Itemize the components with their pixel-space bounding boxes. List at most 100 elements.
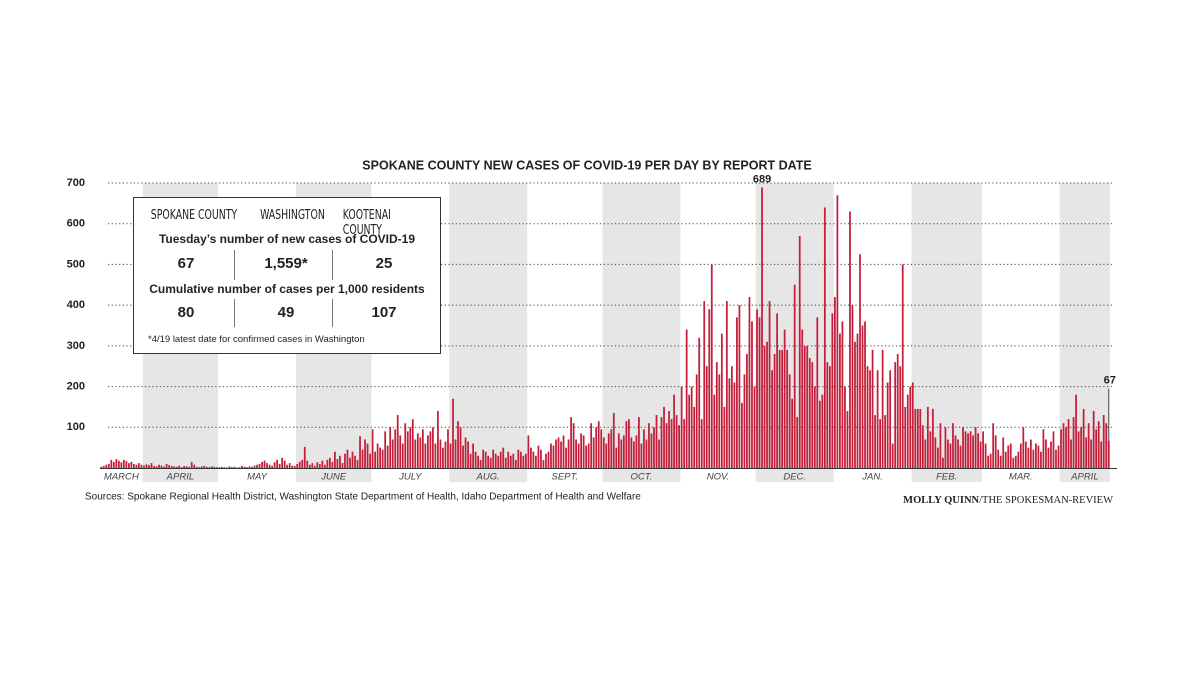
bar: [751, 321, 753, 468]
bar: [1070, 439, 1072, 468]
bar: [349, 457, 351, 468]
y-tick-label: 300: [67, 340, 85, 352]
bar: [110, 459, 113, 468]
bar: [1080, 427, 1082, 468]
bar: [994, 435, 997, 468]
bar: [1037, 445, 1040, 468]
bar: [276, 459, 279, 468]
bar: [808, 358, 811, 468]
bar: [703, 301, 706, 468]
bar: [472, 443, 474, 468]
bar: [866, 366, 869, 468]
bar: [939, 423, 942, 468]
bar: [1040, 451, 1042, 468]
bar: [231, 467, 233, 468]
bar: [550, 443, 552, 468]
bar: [223, 467, 226, 468]
cell: 1,559*: [264, 255, 308, 272]
bar: [519, 451, 522, 468]
bar: [844, 386, 846, 468]
bar: [301, 459, 304, 468]
bar: [1027, 447, 1030, 468]
bar: [366, 443, 369, 468]
bar: [919, 408, 922, 468]
bar: [705, 366, 708, 468]
cell: 80: [177, 304, 195, 321]
bar: [180, 467, 183, 468]
bar: [786, 349, 789, 468]
month-label: APRIL: [166, 472, 194, 483]
bar: [957, 439, 959, 468]
bar: [766, 341, 768, 468]
bar: [1009, 443, 1012, 468]
bar: [517, 449, 520, 468]
bar: [587, 443, 590, 468]
y-tick-label: 500: [67, 258, 85, 270]
bar: [969, 431, 972, 468]
bar: [454, 439, 457, 468]
bar: [1102, 415, 1105, 468]
bar: [916, 408, 919, 468]
bar: [128, 463, 130, 468]
bar: [645, 439, 648, 468]
bar: [931, 408, 934, 468]
month-label: OCT.: [631, 472, 653, 483]
bar: [911, 382, 914, 468]
bar: [173, 466, 175, 468]
bar: [1097, 421, 1100, 468]
bar: [638, 417, 640, 468]
bar: [1095, 429, 1098, 468]
bar: [778, 349, 781, 468]
bar: [261, 461, 263, 468]
bar: [148, 465, 150, 468]
bar: [112, 461, 115, 468]
bar: [296, 463, 299, 468]
bar: [718, 374, 721, 468]
bar: [974, 427, 977, 468]
bar: [801, 329, 804, 468]
bar: [972, 435, 974, 468]
bar: [381, 449, 384, 468]
bar: [306, 460, 309, 468]
credit-name: MOLLY QUINN: [903, 495, 979, 506]
bar: [532, 451, 535, 468]
bar: [723, 406, 726, 468]
bar: [334, 451, 336, 468]
bar: [409, 427, 412, 468]
month-band: [449, 183, 528, 482]
bar: [1062, 423, 1065, 468]
bar: [507, 451, 510, 468]
bar: [1057, 445, 1060, 468]
y-tick-label: 600: [67, 218, 85, 230]
inset-header: KOOTENAI COUNTY: [342, 208, 391, 238]
bar: [1090, 439, 1093, 468]
bar: [376, 443, 379, 468]
bar: [449, 443, 452, 468]
bar: [547, 451, 550, 468]
bar: [467, 441, 469, 468]
bar: [394, 429, 397, 468]
month-label: MARCH: [104, 472, 139, 483]
bar: [793, 284, 796, 468]
bar: [233, 466, 236, 468]
bar: [318, 463, 321, 468]
bar: [864, 321, 866, 468]
bar: [967, 433, 969, 468]
bar: [1065, 427, 1067, 468]
bar: [906, 394, 909, 468]
bar: [329, 457, 331, 468]
bar: [881, 349, 884, 468]
bar: [700, 419, 703, 468]
bar: [200, 466, 203, 468]
bar: [168, 465, 170, 468]
bar: [670, 419, 673, 468]
y-tick-label: 700: [67, 177, 85, 189]
bar: [698, 337, 701, 468]
bar: [215, 467, 218, 468]
bar: [1047, 447, 1050, 468]
bar: [107, 463, 110, 468]
bar: [190, 461, 193, 468]
bar: [1004, 451, 1007, 468]
bar: [115, 459, 118, 468]
bar: [344, 453, 346, 468]
